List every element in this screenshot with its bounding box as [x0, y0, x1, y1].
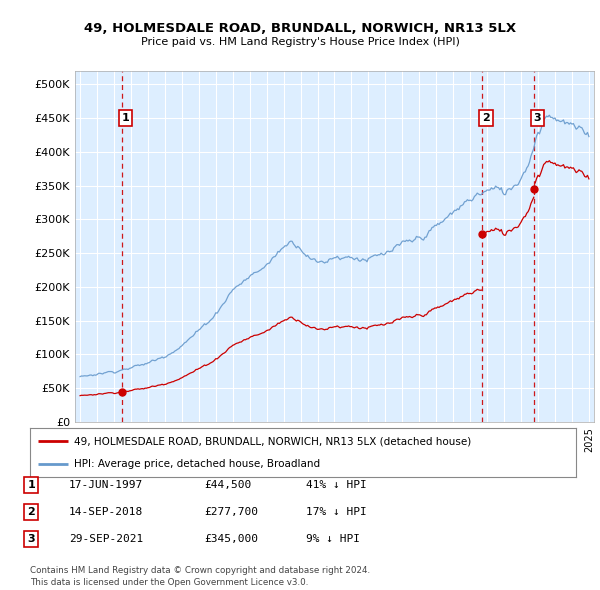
Text: 49, HOLMESDALE ROAD, BRUNDALL, NORWICH, NR13 5LX: 49, HOLMESDALE ROAD, BRUNDALL, NORWICH, …: [84, 22, 516, 35]
Text: HPI: Average price, detached house, Broadland: HPI: Average price, detached house, Broa…: [74, 458, 320, 468]
Text: 29-SEP-2021: 29-SEP-2021: [69, 535, 143, 544]
Text: 49, HOLMESDALE ROAD, BRUNDALL, NORWICH, NR13 5LX (detached house): 49, HOLMESDALE ROAD, BRUNDALL, NORWICH, …: [74, 437, 471, 447]
Text: 3: 3: [534, 113, 541, 123]
Text: 3: 3: [28, 535, 35, 544]
Text: £345,000: £345,000: [204, 535, 258, 544]
Text: Price paid vs. HM Land Registry's House Price Index (HPI): Price paid vs. HM Land Registry's House …: [140, 37, 460, 47]
Text: Contains HM Land Registry data © Crown copyright and database right 2024.
This d: Contains HM Land Registry data © Crown c…: [30, 566, 370, 587]
Text: 17% ↓ HPI: 17% ↓ HPI: [306, 507, 367, 517]
Text: 14-SEP-2018: 14-SEP-2018: [69, 507, 143, 517]
Text: 17-JUN-1997: 17-JUN-1997: [69, 480, 143, 490]
Text: 41% ↓ HPI: 41% ↓ HPI: [306, 480, 367, 490]
Text: 2: 2: [482, 113, 490, 123]
Text: 2: 2: [28, 507, 35, 517]
Text: £277,700: £277,700: [204, 507, 258, 517]
Text: £44,500: £44,500: [204, 480, 251, 490]
Text: 9% ↓ HPI: 9% ↓ HPI: [306, 535, 360, 544]
Text: 1: 1: [28, 480, 35, 490]
Text: 1: 1: [122, 113, 130, 123]
